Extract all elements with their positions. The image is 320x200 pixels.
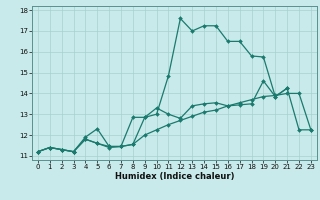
X-axis label: Humidex (Indice chaleur): Humidex (Indice chaleur) — [115, 172, 234, 181]
